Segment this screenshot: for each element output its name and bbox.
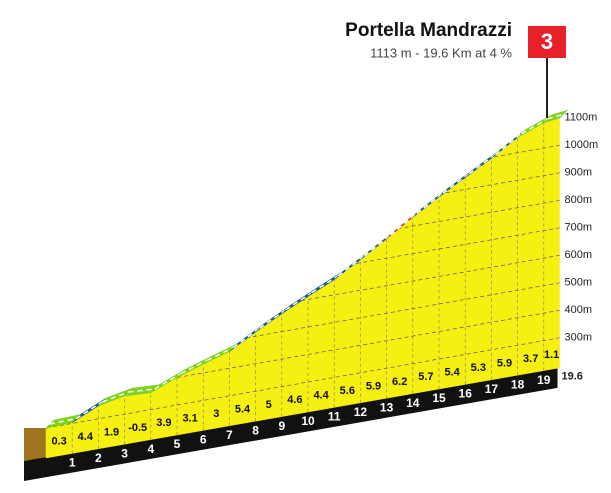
profile-segment xyxy=(124,392,152,445)
gradient-label: 4.6 xyxy=(287,394,302,406)
profile-segment xyxy=(491,137,518,381)
x-tick-label: 17 xyxy=(485,382,499,396)
x-tick-label: 16 xyxy=(459,387,473,401)
gradient-label: 3.1 xyxy=(182,413,197,425)
gradient-label: 0.3 xyxy=(51,436,66,448)
gradient-label: 5.7 xyxy=(418,371,433,383)
strip-centre-line xyxy=(232,327,261,349)
x-tick-label: 11 xyxy=(328,410,341,424)
grid-line xyxy=(46,337,560,429)
y-tick-label: 400m xyxy=(565,304,593,316)
profile-segment xyxy=(438,177,466,390)
strip-centre-line xyxy=(337,255,365,277)
gradient-label: 1.1 xyxy=(544,349,559,361)
strip-centre-line xyxy=(468,153,496,175)
gradient-label: 3.7 xyxy=(523,353,538,365)
y-tick-label: 1100m xyxy=(565,112,598,124)
x-tick-label: 8 xyxy=(252,423,259,437)
y-tick-label: 500m xyxy=(565,277,593,289)
strip-centre-line xyxy=(49,417,77,425)
y-tick-label: 300m xyxy=(565,332,593,344)
gradient-label: 1.9 xyxy=(104,426,119,438)
x-tick-label: 2 xyxy=(95,451,102,465)
gradient-label: 3.9 xyxy=(156,417,171,429)
gradient-label: 3 xyxy=(213,408,219,420)
y-tick-label: 600m xyxy=(565,249,593,261)
x-tick-label: 7 xyxy=(226,428,233,442)
strip-centre-line xyxy=(128,388,155,393)
x-tick-label: 19 xyxy=(537,373,551,387)
x-tick-label: 19.6 xyxy=(562,371,583,383)
gradient-label: 6.2 xyxy=(392,376,407,388)
gradient-label: 5.3 xyxy=(471,362,486,374)
strip-centre-line xyxy=(547,113,564,120)
y-tick-label: 900m xyxy=(565,167,593,179)
chart-subtitle: 1113 m - 19.6 Km at 4 % xyxy=(370,45,512,60)
km-band xyxy=(24,367,558,481)
strip-centre-line xyxy=(416,192,444,214)
gradient-label: -0.5 xyxy=(128,422,147,434)
gradient-strip xyxy=(543,109,568,124)
x-tick-label: 15 xyxy=(432,391,446,405)
climb-category: 3 xyxy=(541,29,553,54)
strip-centre-line xyxy=(390,212,418,236)
gradient-label: 4.4 xyxy=(313,390,329,402)
gradient-label: 5.6 xyxy=(340,385,355,397)
x-tick-label: 4 xyxy=(147,442,154,456)
profile-segment xyxy=(386,216,414,399)
gradient-label: 5.9 xyxy=(497,357,512,369)
strip-centre-line xyxy=(102,391,129,403)
y-tick-label: 1000m xyxy=(565,139,599,151)
profile-fill-layer xyxy=(24,117,560,481)
x-tick-label: 12 xyxy=(354,405,368,419)
x-tick-label: 3 xyxy=(121,446,128,460)
y-tick-label: 700m xyxy=(565,222,593,234)
profile-top-layer xyxy=(45,109,568,429)
x-tick-label: 9 xyxy=(278,419,285,433)
profile-segment xyxy=(412,196,440,394)
gradient-label: 5.4 xyxy=(235,403,251,415)
profile-segment xyxy=(543,117,560,371)
strip-centre-line xyxy=(442,172,470,194)
gradient-label: 5 xyxy=(266,399,272,411)
x-tick-label: 18 xyxy=(511,377,525,391)
y-tick-label: 800m xyxy=(565,194,593,206)
chart-title: Portella Mandrazzi xyxy=(345,20,512,41)
x-tick-label: 14 xyxy=(406,396,420,410)
gradient-label: 5.9 xyxy=(366,380,381,392)
strip-centre-line xyxy=(494,132,523,155)
x-tick-label: 1 xyxy=(69,456,76,470)
x-tick-label: 13 xyxy=(380,400,394,414)
profile-segment xyxy=(517,122,545,376)
strip-centre-line xyxy=(206,346,234,362)
gradient-label: 4.4 xyxy=(78,431,94,443)
x-tick-label: 10 xyxy=(301,414,315,428)
profile-segment xyxy=(360,238,387,404)
strip-centre-line xyxy=(180,359,208,375)
strip-centre-line xyxy=(363,234,392,257)
start-block xyxy=(24,428,46,461)
gradient-label: 5.4 xyxy=(444,367,460,379)
x-tick-label: 5 xyxy=(174,437,181,451)
flag xyxy=(528,26,566,58)
label-layer: 0.3 4.4 1.9 -0.5 3.9 3.1 3 5.4 5 4.6 4.4 5.6 5.9 6.2 5… xyxy=(51,112,598,470)
x-tick-label: 6 xyxy=(200,433,207,447)
